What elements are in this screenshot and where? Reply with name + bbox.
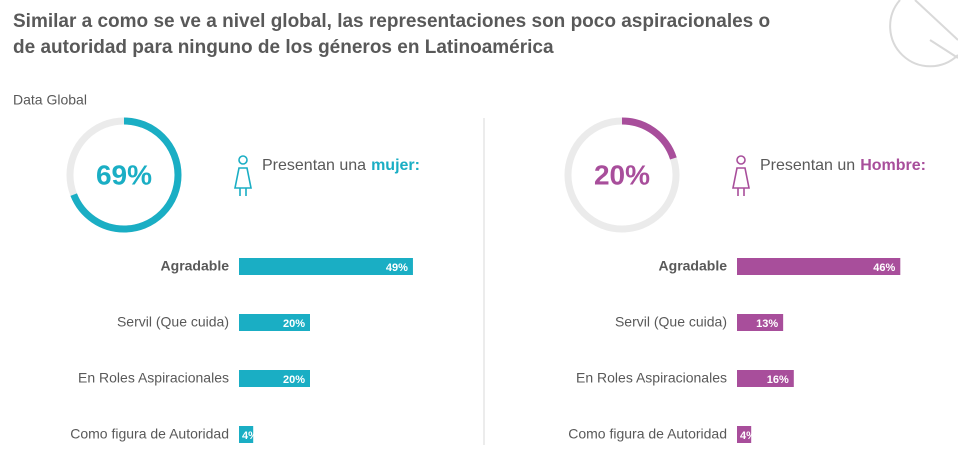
bar: [239, 258, 413, 275]
bar: [737, 370, 794, 387]
donut-arc: [564, 117, 680, 233]
value-label: 4%: [740, 430, 756, 442]
person-icon: [234, 155, 252, 196]
person-icon: [732, 155, 750, 196]
heading-text: Presentan una: [262, 157, 366, 174]
value-label: 4%: [242, 430, 258, 442]
bar: [737, 258, 901, 275]
category-label: Como figura de Autoridad: [70, 426, 229, 442]
title-line: Similar a como se ve a nivel global, las…: [13, 11, 770, 32]
value-label: 13%: [756, 318, 778, 330]
category-label: En Roles Aspiracionales: [576, 370, 727, 386]
icon-head: [736, 155, 746, 165]
subtitle: Data Global: [13, 92, 87, 108]
icon-body: [234, 167, 252, 196]
value-label: 20%: [283, 374, 305, 386]
heading-highlight: Hombre:: [860, 157, 926, 174]
bar: [239, 426, 254, 443]
bar: [239, 370, 310, 387]
donut-label: 69%: [96, 159, 152, 190]
title-line: de autoridad para ninguno de los géneros…: [13, 37, 554, 58]
category-label: Agradable: [161, 258, 230, 274]
category-label: Servil (Que cuida): [615, 314, 727, 330]
category-label: Servil (Que cuida): [117, 314, 229, 330]
donut-label: 20%: [594, 159, 650, 190]
category-label: En Roles Aspiracionales: [78, 370, 229, 386]
heading: Presentan un Hombre:: [760, 157, 926, 174]
heading-text: Presentan un: [760, 157, 855, 174]
category-label: Agradable: [659, 258, 728, 274]
category-label: Como figura de Autoridad: [568, 426, 727, 442]
value-label: 20%: [283, 318, 305, 330]
value-label: 46%: [873, 262, 895, 274]
donut-arc: [66, 117, 182, 233]
heading-highlight: mujer:: [371, 157, 420, 174]
value-label: 16%: [767, 374, 789, 386]
bar: [737, 314, 784, 331]
bar: [737, 426, 752, 443]
icon-head: [238, 155, 248, 165]
bar: [239, 314, 310, 331]
corner-decoration: [889, 0, 958, 68]
icon-body: [732, 167, 750, 196]
heading: Presentan una mujer:: [262, 157, 420, 174]
value-label: 49%: [386, 262, 408, 274]
